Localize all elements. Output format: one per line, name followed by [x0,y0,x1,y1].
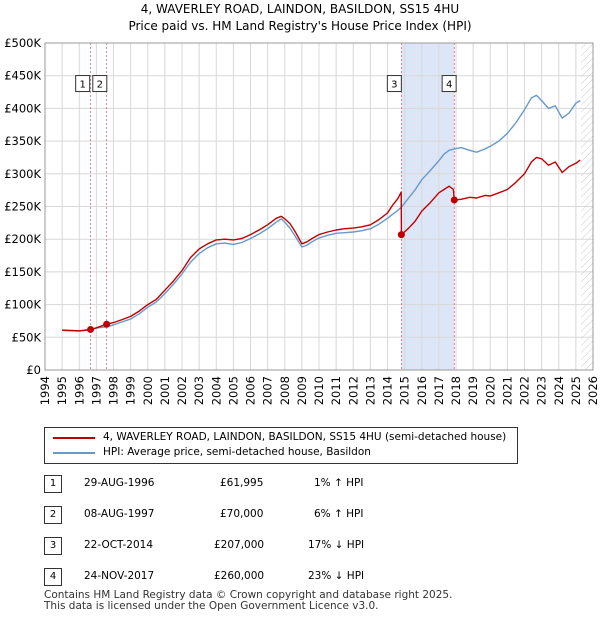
x-tick-label: 2020 [483,376,497,405]
x-tick-label: 2014 [381,376,395,405]
chart-area: £0 £50K £100K £150K £200K £250K £300K £350K £400… [4,36,600,405]
y-tick-label: £200K [4,232,41,246]
sale-label-frame [92,75,108,93]
sale-label-number: 2 [97,80,103,91]
x-tick-label: 2025 [569,376,583,405]
x-tick-label: 2024 [552,376,566,405]
y-tick-label: £0 [26,363,41,377]
x-tick-label: 2016 [415,376,429,405]
legend-swatch-price [53,437,95,439]
x-tick-label: 1995 [55,376,69,405]
footer-licence: This data is licensed under the Open Gov… [44,600,379,612]
sale-label-frame [386,75,402,93]
price-paid-line [62,156,581,332]
x-tick-label: 1994 [38,376,52,405]
x-tick-label: 2000 [141,376,155,405]
x-tick-label: 1997 [89,376,103,405]
y-tick-label: £400K [4,101,41,115]
x-tick-label: 2019 [466,376,480,405]
sales-row: 1 29-AUG-1996 £61,995 1% ↑ HPI [44,474,564,494]
x-tick-label: 2013 [363,376,377,405]
legend-swatch-hpi [53,452,95,454]
sale-hpi: 17% ↓ HPI [308,539,365,551]
x-tick-label: 2012 [346,376,360,405]
sale-number-badge: 3 [44,537,62,555]
x-tick-label: 2018 [449,376,463,405]
sale-hpi: 1% ↑ HPI [314,477,364,489]
plot-frame [44,42,594,371]
x-tick-label: 2004 [209,376,223,405]
x-tick-label: 2011 [329,376,343,405]
x-tick-label: 2009 [295,376,309,405]
sale-hpi: 6% ↑ HPI [314,508,364,520]
x-tick-label: 2015 [398,376,412,405]
sale-date: 29-AUG-1996 [84,477,155,489]
y-tick-label: £350K [4,134,41,148]
legend-label-hpi: HPI: Average price, semi-detached house,… [103,446,371,458]
legend-label-price: 4, WAVERLEY ROAD, LAINDON, BASILDON, SS1… [103,431,507,443]
x-tick-label: 2002 [175,376,189,405]
x-tick-label: 2017 [432,376,446,405]
y-tick-label: £150K [4,265,41,279]
sale-label-box: 2 [92,75,108,93]
footer-copyright: Contains HM Land Registry data © Crown c… [44,589,453,601]
x-tick-label: 1998 [107,376,121,405]
sale-price: £207,000 [214,539,265,551]
x-tick-label: 2003 [192,376,206,405]
sale-number-badge: 1 [44,475,62,493]
sale-point [397,231,405,239]
y-tick-label: £500K [4,36,41,50]
y-tick-label: £100K [4,298,41,312]
x-tick-label: 1999 [124,376,138,405]
x-tick-label: 2021 [500,376,514,405]
y-tick-label: £250K [4,200,41,214]
chart-subtitle: Price paid vs. HM Land Registry's House … [128,19,472,33]
sale-hpi: 23% ↓ HPI [308,570,365,582]
y-tick-label: £300K [4,167,41,181]
sale-number-badge: 2 [44,506,62,524]
sale-price: £260,000 [214,570,265,582]
sale-label-frame [441,75,457,93]
sale-point [450,196,458,204]
x-tick-label: 2001 [158,376,172,405]
sale-label-box: 3 [386,75,402,93]
x-tick-label: 1996 [72,376,86,405]
footer: Contains HM Land Registry data © Crown c… [44,590,452,612]
x-tick-label: 2006 [244,376,258,405]
sales-row: 4 24-NOV-2017 £260,000 23% ↓ HPI [44,567,564,587]
sale-label-number: 4 [446,80,452,91]
sale-price: £70,000 [220,508,264,520]
sale-price: £61,995 [220,477,264,489]
sale-date: 08-AUG-1997 [84,508,155,520]
sales-row: 2 08-AUG-1997 £70,000 6% ↑ HPI [44,505,564,525]
sale-date: 24-NOV-2017 [84,570,155,582]
sale-date: 22-OCT-2014 [84,539,153,551]
x-tick-label: 2005 [226,376,240,405]
sale-point [103,320,111,328]
hpi-line [62,94,581,332]
y-tick-label: £50K [12,330,42,344]
x-tick-label: 2022 [518,376,532,405]
y-tick-label: £450K [4,69,41,83]
x-tick-label: 2008 [278,376,292,405]
sale-label-number: 3 [391,80,397,91]
chart-title: 4, WAVERLEY ROAD, LAINDON, BASILDON, SS1… [140,2,460,16]
x-tick-label: 2023 [535,376,549,405]
x-tick-label: 2007 [261,376,275,405]
sale-label-box: 4 [441,75,457,93]
sale-label-frame [75,75,91,93]
x-tick-label: 2026 [586,376,600,405]
x-tick-label: 2010 [312,376,326,405]
sales-row: 3 22-OCT-2014 £207,000 17% ↓ HPI [44,536,564,556]
sale-number-badge: 4 [44,568,62,586]
sale-point [87,325,95,333]
legend: 4, WAVERLEY ROAD, LAINDON, BASILDON, SS1… [44,427,518,464]
sale-label-box: 1 [75,75,91,93]
sale-label-number: 1 [79,80,85,91]
